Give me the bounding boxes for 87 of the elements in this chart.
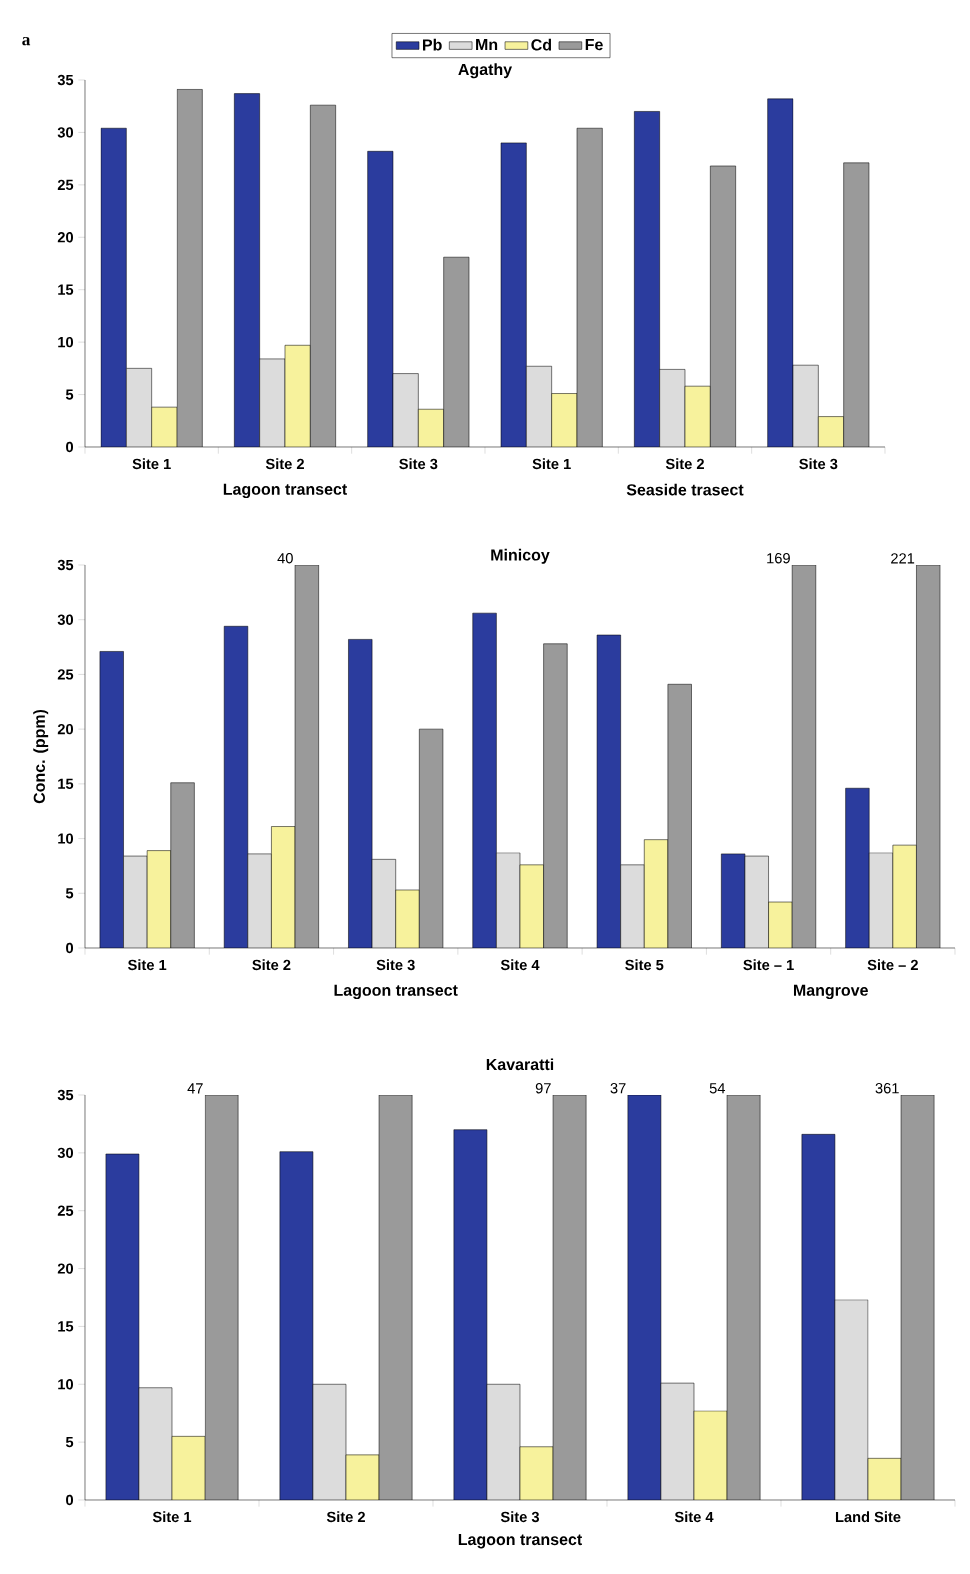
bar [553,1095,587,1500]
bar [99,651,124,948]
bar [721,853,745,948]
y-tick-label: 5 [65,888,74,899]
text: 97 [535,1083,551,1094]
x-tick-label: Site 5 [625,959,664,971]
text: Lagoon transect [334,984,458,1000]
y-tick-label: 25 [57,179,74,191]
text: 221 [891,553,915,564]
y-tick-label: 0 [66,441,74,453]
bar [627,1095,661,1500]
text: 54 [709,1083,726,1094]
y-tick-label: 35 [57,1089,74,1101]
x-tick-label: Site 2 [665,458,704,470]
text: 40 [277,553,293,564]
y-tick-label: 15 [58,284,74,295]
x-tick-label: Site 4 [500,959,540,971]
y-tick-label: 0 [66,1494,74,1506]
bar [659,369,685,447]
x-tick-label: Site 2 [265,458,304,470]
bar [279,1151,313,1500]
legend-label: Mn [476,39,498,51]
y-tick-label: 20 [57,232,74,243]
y-tick-label: 5 [65,1437,74,1448]
legend-label: Pb [423,38,442,51]
x-tick-label: Site 3 [500,1511,540,1523]
bar [126,368,152,447]
bar [348,639,373,948]
bar [801,1134,836,1500]
bar [224,626,248,948]
bar [597,635,621,948]
text: Lagoon transect [223,483,348,499]
y-tick-label: 10 [58,336,74,348]
y-tick-label: 0 [66,942,74,954]
bar [205,1095,239,1500]
x-tick-label: Site 3 [399,458,438,470]
text: Mangrove [793,984,868,1000]
y-tick-label: 15 [58,1321,74,1332]
bar [526,366,552,447]
y-tick-label: 30 [57,127,74,138]
y-tick-label: 20 [57,723,74,735]
y-tick-label: 35 [57,74,74,86]
bar [379,1095,413,1500]
x-tick-label: Land Site [835,1511,901,1523]
y-tick-label: 35 [57,559,74,571]
x-tick-label: Site 1 [132,458,171,470]
y-tick-label: 30 [57,614,74,625]
x-tick-label: Site 3 [376,959,415,971]
y-tick-label: 25 [57,1205,74,1216]
text: 37 [610,1083,626,1094]
y-axis-title: Conc. (ppm) [33,709,49,804]
bar [900,1095,935,1500]
x-tick-label: Site 1 [152,1511,192,1523]
y-tick-label: 25 [57,669,74,680]
bar [105,1154,139,1500]
x-tick-label: Site – 2 [867,959,918,971]
bar [472,613,497,948]
bar [727,1095,761,1500]
text: 361 [875,1083,899,1094]
bar [845,787,870,948]
bar [792,364,819,447]
chart-title: Minicoy [491,548,550,564]
text: 47 [187,1083,203,1094]
chart-title: Agathy [458,63,513,79]
y-tick-label: 20 [57,1263,74,1274]
y-tick-label: 15 [58,778,74,789]
chart-title: Kavaratti [486,1058,554,1071]
y-tick-label: 10 [58,1379,74,1390]
x-tick-label: Site 2 [326,1511,365,1523]
text: 169 [767,553,790,564]
x-tick-label: Site – 1 [743,959,794,971]
bar [259,358,285,447]
x-tick-label: Site 1 [532,458,571,470]
y-tick-label: 10 [58,833,74,844]
text: a [22,36,31,46]
x-axis-title: Lagoon transect [458,1533,583,1549]
bar [453,1129,487,1500]
bar [393,373,419,447]
y-tick-label: 30 [57,1147,74,1159]
x-tick-label: Site 4 [674,1511,714,1523]
x-tick-label: Site 1 [127,959,167,971]
x-tick-label: Site 3 [799,458,838,470]
x-tick-label: Site 2 [252,959,291,971]
y-tick-label: 5 [65,389,74,400]
text: Seaside trasect [626,483,744,496]
legend-label: Fe [585,39,603,51]
legend-label: Cd [531,38,552,51]
